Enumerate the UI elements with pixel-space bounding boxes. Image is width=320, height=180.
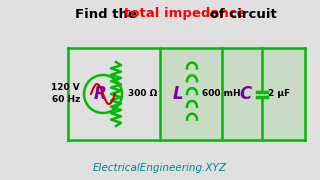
Bar (160, 48, 305, 140)
Text: 2 μF: 2 μF (268, 89, 291, 98)
Text: R: R (94, 85, 106, 103)
Text: total impedance: total impedance (124, 8, 245, 21)
Text: 300 Ω: 300 Ω (128, 89, 157, 98)
Text: L: L (173, 85, 183, 103)
Text: ElectricalEngineering.XYZ: ElectricalEngineering.XYZ (93, 163, 227, 173)
Text: 600 mH: 600 mH (202, 89, 241, 98)
Text: C: C (239, 85, 252, 103)
Text: 120 V: 120 V (51, 82, 80, 91)
Text: of circuit: of circuit (204, 8, 276, 21)
Text: 60 Hz: 60 Hz (52, 96, 80, 105)
Text: Find the: Find the (75, 8, 141, 21)
